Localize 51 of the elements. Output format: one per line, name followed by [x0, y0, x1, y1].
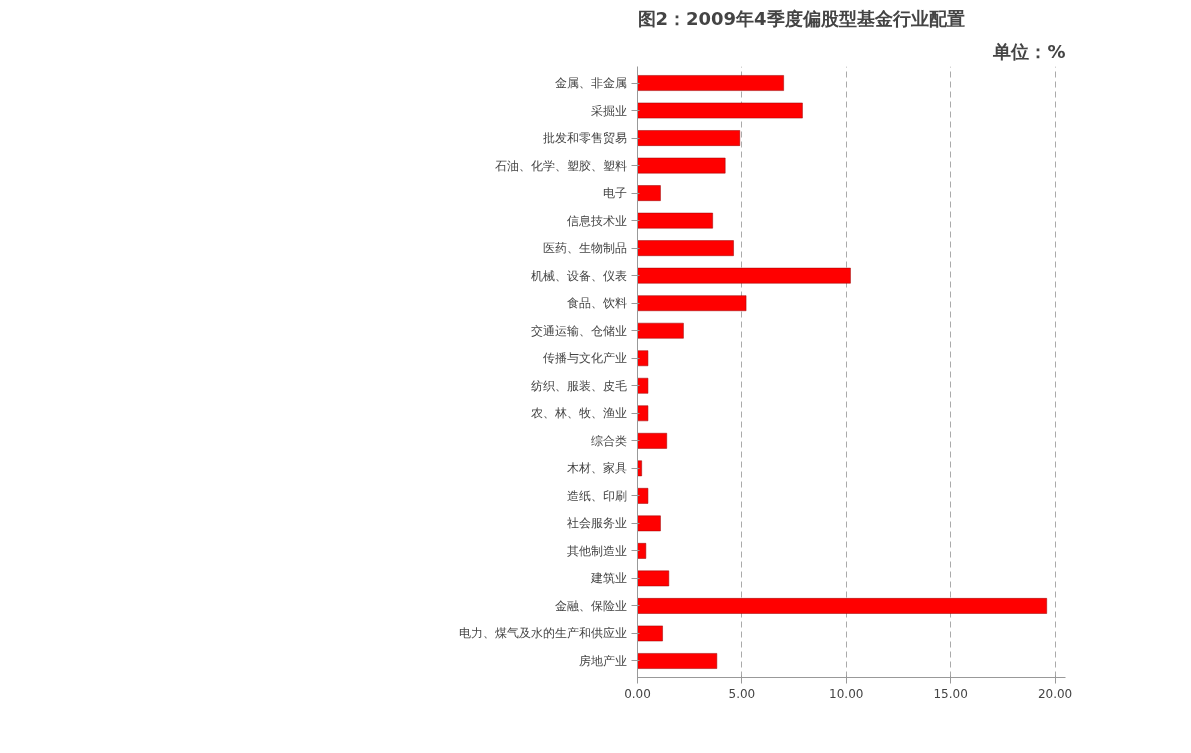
y-tick-label: 社会服务业 [566, 516, 627, 531]
bar [637, 102, 803, 119]
y-tick-label: 农、林、牧、渔业 [530, 406, 627, 421]
chart-title: 图2：2009年4季度偏股型基金行业配置 [637, 7, 965, 29]
bar [637, 405, 649, 422]
y-tick-label: 纺织、服装、皮毛 [530, 378, 627, 393]
y-tick-label: 房地产业 [578, 653, 627, 668]
bar [637, 570, 670, 587]
y-tick-label: 造纸、印刷 [566, 488, 627, 503]
y-tick-label: 电力、煤气及水的生产和供应业 [458, 626, 627, 641]
y-tick-label: 医药、生物制品 [542, 241, 627, 256]
y-tick-label: 批发和零售贸易 [542, 131, 627, 146]
y-tick-label: 其他制造业 [566, 543, 627, 558]
y-tick-label: 石油、化学、塑胶、塑料 [494, 158, 627, 173]
bar [637, 515, 661, 532]
bar [637, 625, 663, 642]
x-tick-label: 15.00 [933, 686, 968, 701]
y-tick-label: 交通运输、仓储业 [530, 323, 627, 338]
bar [637, 212, 713, 229]
bar [637, 130, 741, 146]
bar [637, 240, 734, 256]
x-tick-label: 10.00 [829, 686, 864, 701]
bar [637, 75, 784, 91]
bar [637, 157, 726, 174]
bar [637, 322, 684, 339]
y-tick-label: 金属、非金属 [554, 76, 627, 91]
bar [637, 598, 1047, 614]
y-tick-label: 信息技术业 [566, 213, 627, 228]
y-tick-label: 综合类 [590, 433, 627, 448]
bar [637, 350, 649, 367]
y-tick-label: 木材、家具 [566, 461, 627, 476]
bar [637, 267, 851, 284]
bar [637, 653, 718, 669]
bar [637, 488, 649, 504]
y-tick-label: 建筑业 [589, 571, 627, 586]
y-tick-label: 食品、饮料 [566, 296, 627, 311]
bar [637, 543, 647, 559]
y-tick-label: 金融、保险业 [554, 598, 627, 613]
bar [637, 295, 747, 312]
x-tick-label: 0.00 [624, 686, 651, 701]
x-tick-label: 5.00 [728, 686, 756, 701]
bar [637, 185, 661, 201]
y-tick-label: 电子 [602, 186, 627, 201]
bar [637, 377, 649, 394]
text: 单位：% [992, 40, 1066, 62]
y-tick-label: 机械、设备、仪表 [530, 268, 627, 283]
y-tick-label: 采掘业 [590, 103, 627, 118]
bar [637, 460, 642, 477]
x-tick-label: 20.00 [1037, 686, 1073, 701]
y-tick-label: 传播与文化产业 [542, 351, 627, 366]
bar [637, 432, 667, 449]
